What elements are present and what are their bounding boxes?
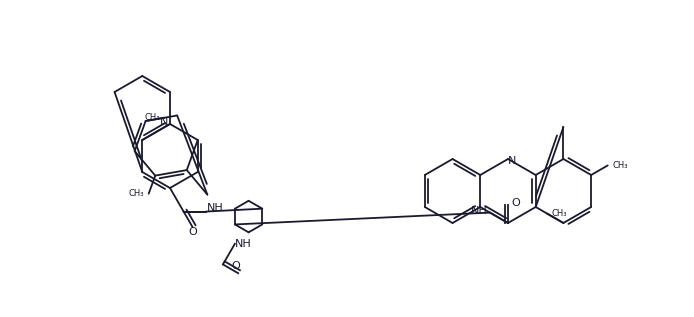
Text: NH: NH	[235, 239, 252, 249]
Text: O: O	[188, 227, 197, 237]
Text: CH₃: CH₃	[552, 209, 567, 218]
Text: CH₃: CH₃	[144, 113, 160, 122]
Text: N: N	[508, 156, 516, 166]
Text: N: N	[160, 117, 168, 127]
Text: O: O	[511, 198, 520, 208]
Text: NH: NH	[471, 206, 488, 216]
Text: O: O	[232, 261, 241, 271]
Text: CH₃: CH₃	[613, 161, 628, 170]
Text: NH: NH	[207, 203, 223, 213]
Text: CH₃: CH₃	[128, 189, 144, 198]
